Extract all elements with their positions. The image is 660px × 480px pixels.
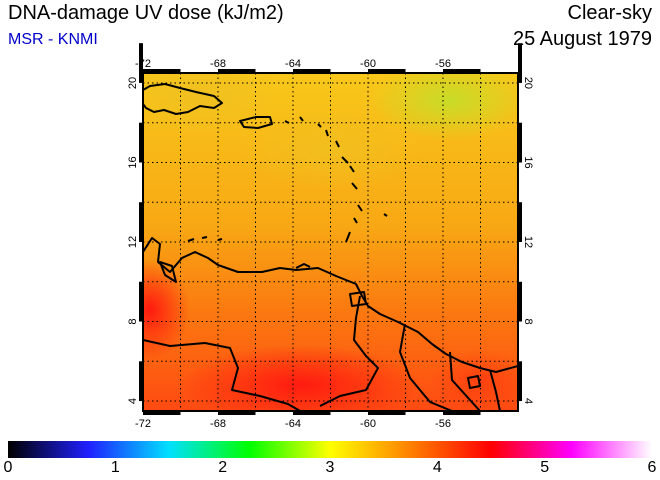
lon-label-bottom: -64	[285, 418, 301, 430]
colorbar-tick-label: 6	[647, 459, 657, 476]
lat-label-right: 4	[522, 398, 534, 404]
lat-label-right: 16	[522, 156, 534, 168]
colorbar-tick-label: 2	[218, 459, 228, 476]
colorbar-tick-label: 5	[540, 459, 550, 476]
lon-label-top: -68	[210, 58, 226, 70]
tick-labels: -72 -72 -68 -68 -64 -64 -60 -60 -56 -56 20 20 16 16 12…	[127, 58, 534, 430]
lon-label-bottom: -68	[210, 418, 226, 430]
lon-label-bottom: -60	[360, 418, 376, 430]
tick-marks	[139, 43, 522, 415]
colorbar-tick-label: 3	[325, 459, 335, 476]
bottom-frame-segment	[218, 411, 256, 415]
coast-reservoir	[467, 375, 481, 389]
lat-label-right: 12	[522, 236, 534, 248]
lon-label-top: -56	[435, 58, 451, 70]
coast-puerto-rico	[239, 116, 273, 129]
right-frame-segment	[518, 361, 522, 402]
right-frame-segment	[518, 43, 522, 83]
top-frame-segment	[293, 69, 331, 73]
colorbar-gradient	[8, 441, 652, 458]
top-frame-segment	[368, 69, 406, 73]
right-frame-segment	[518, 122, 522, 163]
lat-label-left: 20	[127, 77, 139, 89]
lon-label-top: -64	[285, 58, 301, 70]
border-guyana-suriname	[399, 323, 453, 411]
coast-south-america	[143, 237, 518, 373]
date-label: 25 August 1979	[512, 28, 652, 50]
uv-field	[143, 73, 518, 411]
left-frame-segment	[139, 281, 143, 322]
bottom-frame-segment	[293, 411, 331, 415]
left-frame-segment	[139, 43, 143, 83]
border-venezuela-guyana	[319, 295, 379, 407]
coast-margarita	[295, 263, 311, 269]
coast-hispaniola	[143, 83, 223, 115]
credit-label: MSR - KNMI	[8, 31, 98, 48]
coast-lake-maracaibo	[159, 261, 177, 283]
bottom-frame-segment	[443, 411, 481, 415]
colorbar-tick-label: 1	[110, 459, 120, 476]
lat-label-left: 4	[127, 398, 139, 404]
right-frame-segment	[518, 281, 522, 322]
coast-lesser-antilles	[284, 116, 388, 243]
lat-label-right: 8	[522, 318, 534, 324]
colorbar-tick-label: 4	[432, 459, 442, 476]
border-guiana-brazil	[489, 369, 501, 411]
coastline	[143, 83, 518, 411]
top-frame-segment	[443, 69, 481, 73]
lon-label-top: -72	[135, 58, 151, 70]
lat-label-left: 8	[127, 318, 139, 324]
top-frame-segment	[218, 69, 256, 73]
lon-label-top: -60	[360, 58, 376, 70]
bottom-frame-segment	[143, 411, 181, 415]
top-frame-segment	[143, 69, 181, 73]
coast-abc-islands	[187, 236, 223, 242]
bottom-frame-segment	[368, 411, 406, 415]
map-title: DNA-damage UV dose (kJ/m2)	[8, 2, 284, 24]
coast-trinidad	[349, 291, 367, 307]
left-frame-segment	[139, 361, 143, 402]
right-frame-segment	[518, 202, 522, 242]
lon-label-bottom: -72	[135, 418, 151, 430]
lat-label-left: 12	[127, 236, 139, 248]
lon-label-bottom: -56	[435, 418, 451, 430]
border-suriname-guiana	[449, 351, 481, 411]
uv-dose-map: -72 -72 -68 -68 -64 -64 -60 -60 -56 -56 20 20 16 16 12…	[127, 43, 534, 430]
sky-condition: Clear-sky	[567, 2, 652, 24]
colorbar-tick-label: 0	[3, 459, 13, 476]
border-colombia-venezuela	[143, 339, 301, 411]
lat-label-right: 20	[522, 77, 534, 89]
colorbar	[8, 441, 652, 458]
left-frame-segment	[139, 202, 143, 242]
lat-label-left: 16	[127, 156, 139, 168]
left-frame-segment	[139, 122, 143, 163]
